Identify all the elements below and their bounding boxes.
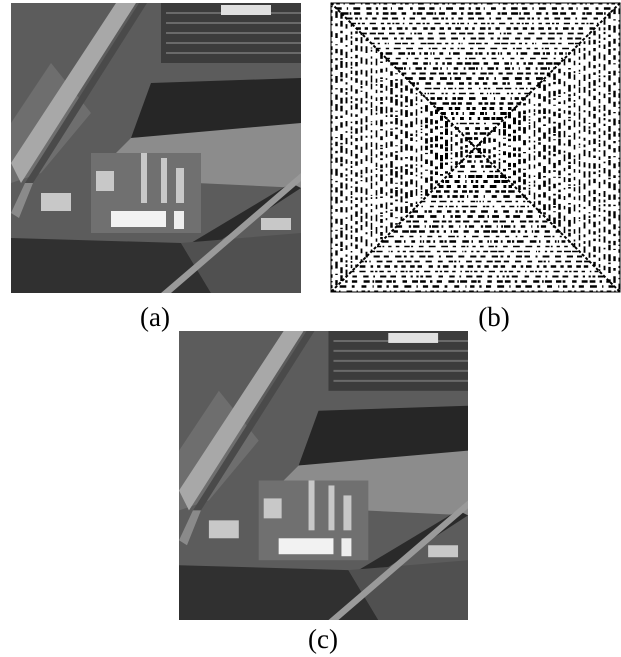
image-c <box>179 331 468 620</box>
figure: (a) (b) (c) <box>0 0 621 657</box>
image-b <box>331 3 620 292</box>
caption: (c) <box>308 624 338 654</box>
image-a <box>11 3 301 293</box>
caption: (a) <box>140 302 170 332</box>
caption: (b) <box>478 302 509 332</box>
